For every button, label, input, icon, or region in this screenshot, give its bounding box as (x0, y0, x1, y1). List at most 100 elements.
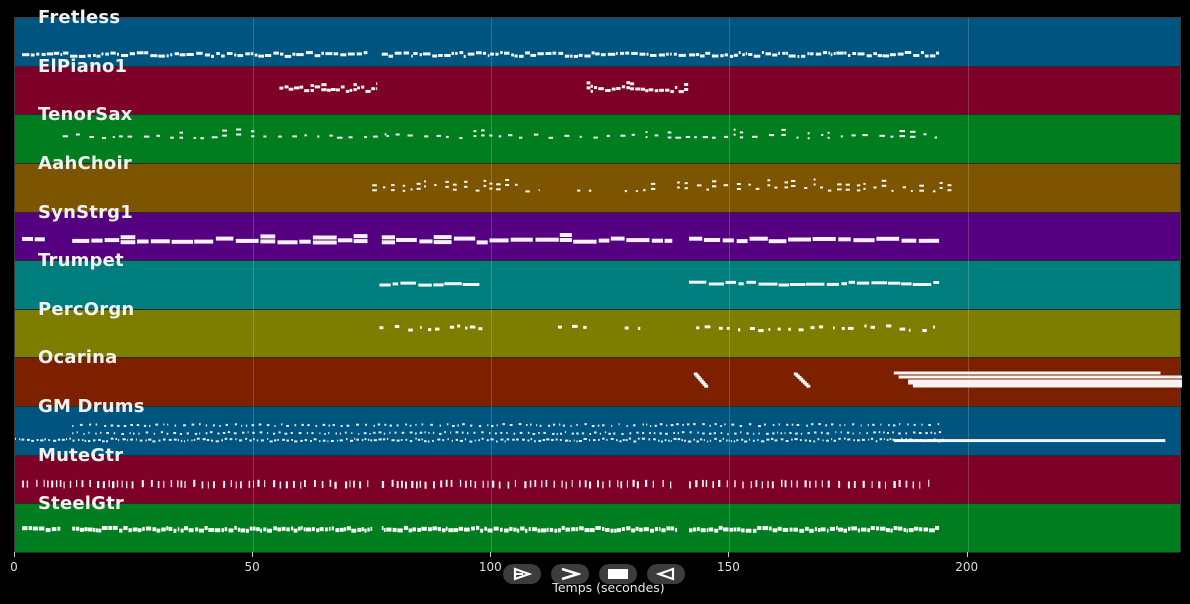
forward-button[interactable] (551, 564, 589, 584)
note (565, 431, 567, 434)
note (694, 136, 697, 139)
stop-button[interactable] (599, 564, 637, 584)
note (578, 526, 584, 531)
note (726, 480, 728, 488)
note (873, 186, 877, 189)
note (736, 239, 748, 244)
note (551, 432, 555, 435)
note (809, 528, 814, 533)
note (170, 53, 173, 57)
note (838, 437, 841, 440)
note (435, 327, 440, 331)
note (829, 526, 835, 531)
note (733, 440, 736, 443)
note (788, 54, 796, 58)
note (918, 432, 922, 434)
note (820, 431, 823, 434)
note (740, 431, 742, 434)
note (367, 527, 370, 532)
note (150, 239, 170, 244)
track-name: PercOrgn (38, 298, 135, 320)
note (259, 431, 263, 434)
note (883, 438, 885, 441)
note (319, 432, 321, 435)
note (546, 527, 549, 532)
note (761, 51, 764, 54)
note (813, 440, 816, 443)
note (551, 439, 554, 441)
note (496, 188, 501, 191)
note (899, 135, 905, 138)
note (313, 438, 317, 441)
note (57, 526, 61, 531)
note (184, 440, 185, 443)
note (620, 134, 626, 137)
note (791, 438, 793, 441)
note (877, 54, 882, 58)
note (789, 432, 792, 434)
note (564, 54, 570, 58)
note (195, 527, 199, 532)
note (801, 54, 806, 58)
note (72, 432, 74, 435)
note (590, 84, 593, 88)
play-button[interactable] (503, 564, 541, 584)
note (709, 424, 711, 427)
note (758, 282, 778, 286)
note (63, 51, 69, 55)
note (626, 480, 628, 488)
note (558, 423, 561, 426)
note (696, 326, 700, 330)
note (504, 51, 510, 55)
note (127, 135, 133, 138)
note (684, 182, 688, 185)
note (643, 189, 646, 192)
note (286, 439, 289, 442)
note (712, 136, 716, 139)
note (637, 326, 641, 330)
note (930, 431, 933, 434)
note (187, 439, 189, 442)
note (32, 526, 38, 531)
note (202, 438, 206, 441)
note (367, 480, 369, 488)
note (919, 527, 923, 532)
note (177, 527, 180, 532)
note (658, 439, 660, 442)
note (812, 237, 836, 241)
note (863, 182, 866, 185)
note (223, 480, 226, 488)
note (403, 51, 410, 55)
note (577, 189, 581, 192)
note (469, 440, 473, 443)
note (678, 53, 686, 57)
note (538, 189, 540, 192)
note (724, 53, 728, 57)
note (222, 432, 226, 434)
note (654, 424, 657, 427)
note (583, 325, 587, 329)
note (738, 51, 741, 55)
back-button[interactable] (647, 564, 685, 584)
note (53, 439, 57, 442)
note (217, 432, 220, 435)
note (886, 528, 890, 533)
note (496, 440, 498, 443)
note (279, 481, 282, 489)
note (677, 438, 681, 441)
note (464, 180, 468, 183)
note (617, 480, 619, 488)
note (353, 83, 357, 87)
note (215, 236, 234, 241)
note (928, 479, 930, 487)
note (482, 51, 487, 55)
note (170, 480, 173, 488)
note (279, 86, 284, 90)
note (72, 238, 90, 243)
note (675, 136, 682, 139)
note (599, 432, 601, 435)
note (658, 53, 666, 57)
note (512, 438, 515, 441)
note (664, 439, 667, 442)
note (150, 54, 158, 58)
